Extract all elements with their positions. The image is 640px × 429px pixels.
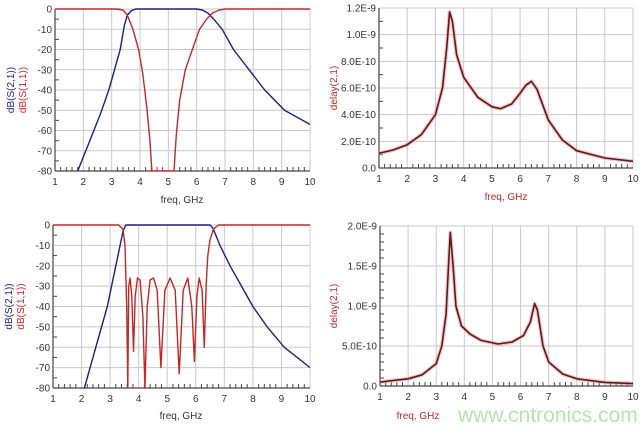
y-tick-label: 0.0 — [363, 382, 377, 393]
x-tick-label: 2 — [405, 392, 411, 403]
y-tick-label: -70 — [36, 363, 51, 374]
y-tick-label: -80 — [38, 167, 53, 178]
x-tick-label: 2 — [404, 174, 410, 185]
x-tick-label: 9 — [279, 177, 285, 188]
y-tick-label: 8.0E-10 — [341, 57, 376, 68]
y-tick-label: -60 — [38, 126, 53, 137]
x-tick-label: 5 — [166, 177, 172, 188]
chart-1: 1 2 3 4 5 6 7 8 9 10 0 -10 -20 -30 -40 -50 -60 -70 -80 freq… — [6, 5, 316, 207]
series-line-db-s-1-1- — [55, 8, 310, 171]
series-line-delay-2-1- — [380, 231, 633, 385]
x-tick-label: 3 — [433, 392, 439, 403]
y-tick-label: -50 — [38, 106, 53, 117]
x-tick-label: 4 — [137, 177, 143, 188]
x-tick-label: 1 — [376, 174, 382, 185]
y-tick-label: 2.0E-10 — [341, 137, 376, 148]
y-tick-label: 6.0E-10 — [341, 84, 376, 95]
y-tick-label: -40 — [36, 302, 51, 313]
y-axis-label: delay(2,1) — [329, 284, 340, 328]
x-axis-label: freq, GHz — [160, 411, 203, 422]
y-tick-label: 0.0 — [362, 164, 376, 175]
y-tick-label: -20 — [36, 261, 51, 272]
x-tick-label: 4 — [461, 174, 467, 185]
y-tick-label: 1.0E-9 — [347, 30, 377, 41]
x-tick-label: 6 — [518, 392, 524, 403]
x-axis-label: freq, GHz — [161, 195, 204, 206]
x-tick-label: 3 — [433, 174, 439, 185]
series-line-db-s-2-1- — [77, 8, 310, 171]
y-tick-label: -30 — [36, 282, 51, 293]
x-tick-label: 9 — [602, 392, 608, 403]
x-tick-label: 8 — [574, 174, 580, 185]
x-tick-label: 8 — [251, 177, 257, 188]
y-tick-label: 1.0E-9 — [348, 302, 378, 313]
chart-3: 1 2 3 4 5 6 7 8 9 10 0 -10 -20 -30 -40 -50 -60 -70 -80 freq… — [4, 221, 316, 423]
chart-2: 1 2 3 4 5 6 7 8 9 10 1.2E-9 1.0E-9 8.0E-10 6.0E-10 4.0… — [329, 4, 639, 204]
y-tick-label: 4.0E-10 — [341, 110, 376, 121]
x-tick-label: 6 — [193, 394, 199, 405]
x-tick-label: 1 — [50, 394, 56, 405]
y-tick-label: -70 — [38, 146, 53, 157]
chart-4: 1 2 3 4 5 6 7 8 9 10 2.0E-9 1.5E-9 1.0E-9 5.0E-10 0.0 f… — [329, 222, 639, 423]
x-tick-label: 3 — [109, 177, 115, 188]
series-line-db-s-1-1- — [53, 224, 310, 388]
y-tick-label: -60 — [36, 343, 51, 354]
y-tick-label: -20 — [38, 45, 53, 56]
x-tick-label: 6 — [517, 174, 523, 185]
series-glow — [380, 230, 633, 386]
x-tick-label: 7 — [546, 392, 552, 403]
x-tick-label: 10 — [304, 177, 316, 188]
x-tick-label: 7 — [546, 174, 552, 185]
x-tick-label: 9 — [279, 394, 285, 405]
x-tick-label: 7 — [222, 177, 228, 188]
x-tick-label: 9 — [602, 174, 608, 185]
y-tick-label: -10 — [38, 25, 53, 36]
y-tick-label: -80 — [36, 384, 51, 395]
y-tick-label: -50 — [36, 322, 51, 333]
x-tick-label: 2 — [79, 394, 85, 405]
x-tick-label: 5 — [489, 174, 495, 185]
y-tick-label: 1.2E-9 — [347, 4, 377, 15]
y-axis-label: delay(2,1) — [329, 66, 340, 110]
x-tick-label: 7 — [222, 394, 228, 405]
x-tick-label: 1 — [52, 177, 58, 188]
y-tick-label: 1.5E-9 — [348, 262, 378, 273]
x-tick-label: 3 — [107, 394, 113, 405]
x-tick-label: 5 — [164, 394, 170, 405]
y-tick-label: 0 — [44, 221, 50, 232]
y-axis-label: dB(S(1,1)) — [16, 283, 27, 329]
x-tick-label: 5 — [490, 392, 496, 403]
y-tick-label: -30 — [38, 65, 53, 76]
y-axis-label: dB(S(2,1)) — [4, 283, 15, 329]
y-axis-label: dB(S(2,1)) — [6, 67, 17, 113]
y-tick-label: 0 — [46, 5, 52, 16]
y-tick-label: 5.0E-10 — [342, 342, 377, 353]
watermark: www.cntronics.com — [458, 404, 638, 427]
x-tick-label: 4 — [462, 392, 468, 403]
x-tick-label: 10 — [304, 394, 316, 405]
x-tick-label: 8 — [574, 392, 580, 403]
series-line-delay-2-1- — [379, 11, 633, 163]
x-tick-label: 6 — [194, 177, 200, 188]
x-tick-label: 1 — [377, 392, 383, 403]
x-tick-label: 10 — [627, 174, 639, 185]
x-tick-label: 10 — [627, 392, 639, 403]
x-axis-label: freq, GHz — [397, 411, 440, 422]
series-line-db-s-2-1- — [83, 224, 310, 388]
x-tick-label: 4 — [136, 394, 142, 405]
x-tick-label: 2 — [81, 177, 87, 188]
y-axis-label: dB(S(1,1)) — [18, 67, 29, 113]
x-tick-label: 8 — [250, 394, 256, 405]
y-tick-label: -40 — [38, 86, 53, 97]
y-tick-label: 2.0E-9 — [348, 222, 378, 233]
x-axis-label: freq, GHz — [485, 192, 528, 203]
y-tick-label: -10 — [36, 241, 51, 252]
